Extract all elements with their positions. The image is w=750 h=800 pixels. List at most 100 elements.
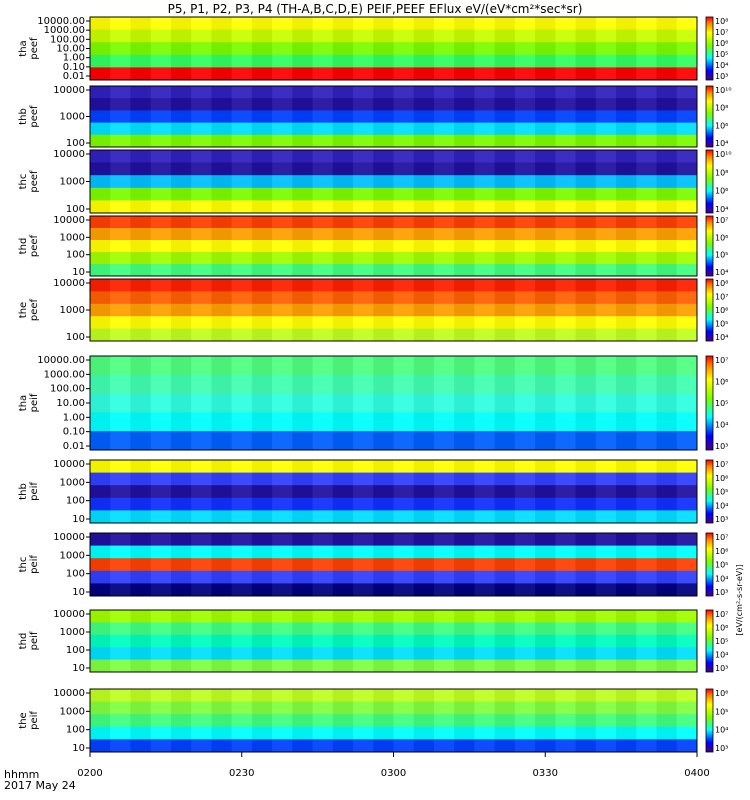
panel-ylabel: peif [29, 482, 40, 501]
spectrogram-column [636, 86, 657, 147]
spectrogram-column [191, 533, 212, 596]
colorbar [705, 149, 714, 214]
spectrogram-column [575, 460, 596, 523]
panel-ylabel: peif [29, 555, 40, 574]
spectrogram-column [211, 150, 232, 213]
spectrogram-column [413, 150, 434, 213]
spectrogram-column [231, 150, 252, 213]
spectrogram-column [130, 533, 151, 596]
spectrogram-column [272, 216, 293, 276]
spectrogram-column [373, 17, 394, 80]
spectrogram-column [494, 150, 515, 213]
y-tick-label: 10000 [53, 459, 85, 470]
panel-ylabel: peif [29, 393, 40, 412]
spectrogram-column [191, 17, 212, 80]
spectrogram-column [332, 689, 354, 752]
spectrogram-column [636, 460, 657, 523]
spectrogram-column [514, 86, 536, 147]
spectrogram-column [535, 216, 556, 276]
spectrogram-column [514, 17, 536, 80]
spectrogram-column [616, 279, 637, 341]
spectrogram-column [373, 216, 394, 276]
spectrogram-column [676, 533, 697, 596]
y-tick-label: 10.00 [56, 398, 85, 409]
spectrogram-panel-thb-peif: 10000 1000 100 10 thb peif 10⁷ 10⁶ 10⁵ 10⁴ 10³ [18, 459, 728, 525]
spectrogram-column [251, 86, 273, 147]
spectrogram-column [130, 216, 151, 276]
panel-ylabel: peef [29, 105, 40, 128]
spectrogram-column [353, 150, 374, 213]
spectrogram-column [110, 356, 131, 450]
spectrogram-band [90, 150, 697, 164]
y-tick-label: 10000.00 [37, 16, 85, 27]
y-tick-label: 10000 [53, 688, 85, 699]
spectrogram-band [90, 291, 697, 305]
spectrogram-column [636, 610, 657, 672]
colorbar-tick-label: 10⁵ [715, 561, 728, 570]
spectrogram-column [312, 86, 333, 147]
spectrogram-column [231, 610, 252, 672]
spectrogram-column [616, 86, 637, 147]
colorbar-tick-label: 10⁴ [715, 421, 728, 430]
spectrogram-column [433, 610, 455, 672]
spectrogram-column [514, 279, 536, 341]
spectrogram-column [272, 610, 293, 672]
x-tick-label: 0300 [381, 768, 406, 779]
y-tick-label: 0.10 [63, 427, 85, 438]
colorbar-tick-label: 10⁴ [715, 139, 728, 148]
spectrogram-column [251, 356, 273, 450]
spectrogram-column [413, 356, 434, 450]
spectrogram-column [272, 150, 293, 213]
spectrogram-column [373, 533, 394, 596]
spectrogram-column [211, 86, 232, 147]
spectrogram-column [150, 610, 171, 672]
panel-frame [89, 215, 698, 277]
spectrogram-column [191, 279, 212, 341]
colorbar-tick-label: 10⁷ [715, 28, 728, 37]
spectrogram-column [332, 150, 354, 213]
spectrogram-column [332, 216, 354, 276]
spectrogram-column [575, 17, 596, 80]
y-tick-label: 0.10 [63, 62, 85, 73]
spectrogram-column [656, 279, 677, 341]
spectrogram-column [454, 610, 475, 672]
y-tick-label: 10000 [53, 278, 85, 289]
spectrogram-column [474, 86, 495, 147]
panel-ylabel: peef [29, 298, 40, 321]
spectrogram-column [636, 356, 657, 450]
spectrogram-column [535, 689, 556, 752]
spectrogram-column [130, 86, 151, 147]
colorbar-tick-label: 10⁴ [715, 205, 728, 214]
y-tick-label: 10 [72, 514, 85, 525]
spectrogram-column [616, 533, 637, 596]
colorbar-tick-label: 10⁴ [715, 61, 728, 70]
spectrogram-column [353, 689, 374, 752]
spectrogram-column [636, 150, 657, 213]
y-tick-label: 100 [66, 138, 85, 149]
panel-ylabel: peif [29, 631, 40, 650]
spectrogram-column [393, 150, 414, 213]
spectrogram-column [312, 279, 333, 341]
spectrogram-column [393, 460, 414, 523]
y-tick-label: 10 [72, 267, 85, 278]
spectrogram-column [312, 610, 333, 672]
spectrogram-column [150, 279, 171, 341]
panel-ylabel: peef [29, 37, 40, 60]
spectrogram-band [90, 412, 697, 432]
spectrogram-band [90, 726, 697, 740]
colorbar-tick-label: 10⁴ [715, 726, 728, 735]
colorbar-tick-label: 10⁶ [715, 233, 728, 242]
spectrogram-column [292, 150, 313, 213]
spectrogram-column [433, 279, 455, 341]
colorbar [705, 532, 714, 597]
spectrogram-column [353, 460, 374, 523]
spectrogram-band [90, 98, 697, 111]
y-tick-label: 10000 [53, 85, 85, 96]
spectrogram-column [616, 460, 637, 523]
colorbar-tick-label: 10⁸ [715, 168, 728, 177]
spectrogram-column [170, 460, 192, 523]
spectrogram-column [191, 610, 212, 672]
colorbar-tick-label: 10⁷ [715, 216, 728, 225]
spectrogram-column [353, 17, 374, 80]
panel-frame [89, 459, 698, 524]
